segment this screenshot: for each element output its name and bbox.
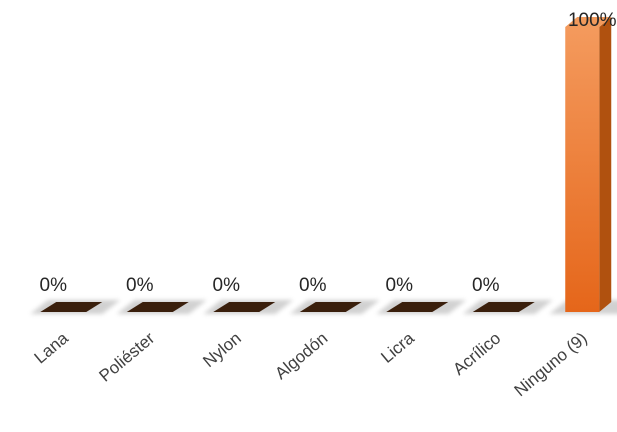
bar-zero-cap: [386, 302, 449, 312]
bar-6: [549, 17, 617, 314]
bar-zero-cap: [472, 302, 535, 312]
bar-3: [289, 300, 380, 314]
bar-4: [376, 300, 467, 314]
data-labels-group: 0% 0% 0% 0% 0% 0% 100%: [40, 10, 617, 296]
bar-zero-cap: [126, 302, 189, 312]
data-label-4: 0%: [386, 275, 414, 296]
data-label-5: 0%: [472, 275, 500, 296]
tick-label-2: Nylon: [199, 329, 245, 371]
tick-label-4: Licra: [377, 328, 418, 367]
bar-side: [599, 17, 612, 312]
data-label-3: 0%: [299, 275, 327, 296]
category-ticks-group: Lana Poliéster Nylon Algodón Licra Acrílico Ni…: [31, 328, 591, 400]
bars-group: [30, 17, 617, 314]
bar-2: [203, 300, 294, 314]
tick-label-3: Algodón: [271, 329, 331, 384]
tick-label-5: Acrílico: [449, 329, 504, 379]
tick-label-1: Poliéster: [95, 328, 158, 385]
bar-5: [462, 300, 553, 314]
data-label-2: 0%: [213, 275, 241, 296]
bar-0: [30, 300, 121, 314]
data-label-1: 0%: [126, 275, 154, 296]
bar-top: [565, 17, 612, 27]
bar-1: [116, 300, 207, 314]
data-label-6: 100%: [568, 10, 617, 31]
bar-front: [565, 27, 600, 312]
data-label-0: 0%: [40, 275, 68, 296]
bar-zero-cap: [40, 302, 103, 312]
bar-zero-cap: [299, 302, 362, 312]
bar-zero-cap: [213, 302, 276, 312]
tick-label-6: Ninguno (9): [511, 329, 591, 401]
tick-label-0: Lana: [31, 328, 73, 367]
